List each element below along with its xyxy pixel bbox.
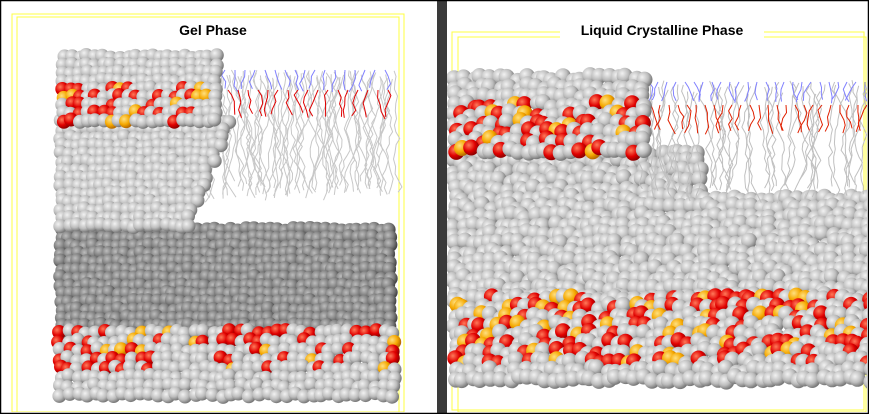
atom xyxy=(636,142,652,158)
panel-title: Gel Phase xyxy=(179,22,247,38)
divider xyxy=(437,0,447,414)
atom xyxy=(849,371,865,387)
atom xyxy=(182,219,196,233)
atom xyxy=(207,113,221,127)
panel-title: Liquid Crystalline Phase xyxy=(581,22,744,38)
atom xyxy=(463,140,479,156)
atom xyxy=(385,390,399,404)
scene: Gel Phase Liquid Crystalline Phase xyxy=(0,0,869,414)
